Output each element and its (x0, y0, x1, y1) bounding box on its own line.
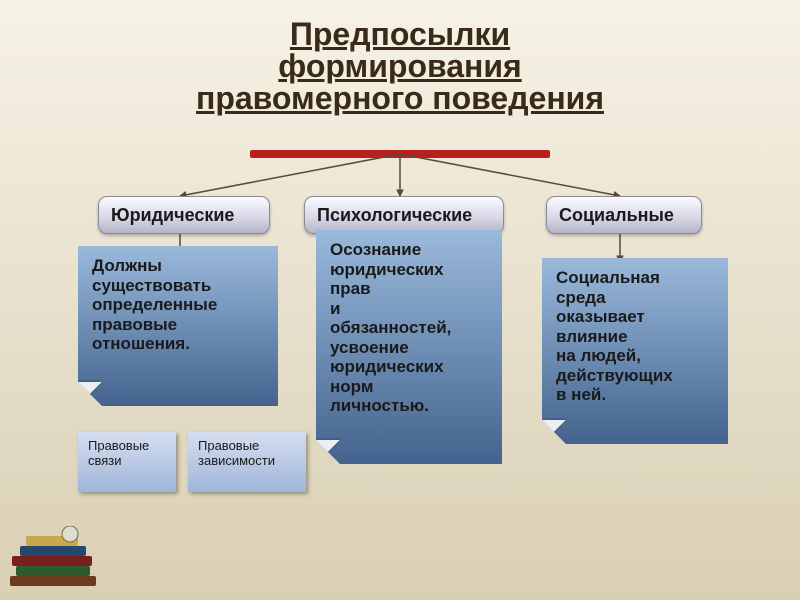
note-line: Осознание (330, 240, 488, 260)
pill-psych: Психологические (304, 196, 504, 234)
smallbox-line: Правовые (198, 438, 296, 453)
note-psych_note: Осознаниеюридическихправиобязанностей,ус… (316, 230, 502, 464)
smallbox-line: Правовые (88, 438, 166, 453)
note-line: Должны (92, 256, 264, 276)
note-line: правовые (92, 315, 264, 335)
note-legal_note: Должнысуществоватьопределенныеправовыеот… (78, 246, 278, 406)
pill-label: Психологические (317, 205, 472, 226)
smallbox-legal_links: Правовыесвязи (78, 432, 176, 492)
note-line: среда (556, 288, 714, 308)
smallbox-line: связи (88, 453, 166, 468)
note-line: на людей, (556, 346, 714, 366)
note-line: норм (330, 377, 488, 397)
note-line: влияние (556, 327, 714, 347)
note-line: отношения. (92, 334, 264, 354)
pill-label: Юридические (111, 205, 234, 226)
note-line: Социальная (556, 268, 714, 288)
note-line: усвоение (330, 338, 488, 358)
note-line: обязанностей, (330, 318, 488, 338)
note-line: в ней. (556, 385, 714, 405)
note-line: определенные (92, 295, 264, 315)
note-line: юридических (330, 357, 488, 377)
smallbox-legal_deps: Правовыезависимости (188, 432, 306, 492)
note-line: и (330, 299, 488, 319)
smallbox-line: зависимости (198, 453, 296, 468)
note-line: оказывает (556, 307, 714, 327)
pill-legal: Юридические (98, 196, 270, 234)
note-line: существовать (92, 276, 264, 296)
note-social_note: Социальнаясредаоказываетвлияниена людей,… (542, 258, 728, 444)
note-line: юридических (330, 260, 488, 280)
note-line: личностью. (330, 396, 488, 416)
pill-label: Социальные (559, 205, 674, 226)
note-line: прав (330, 279, 488, 299)
note-line: действующих (556, 366, 714, 386)
books-decoration-icon (6, 526, 106, 594)
pill-social: Социальные (546, 196, 702, 234)
